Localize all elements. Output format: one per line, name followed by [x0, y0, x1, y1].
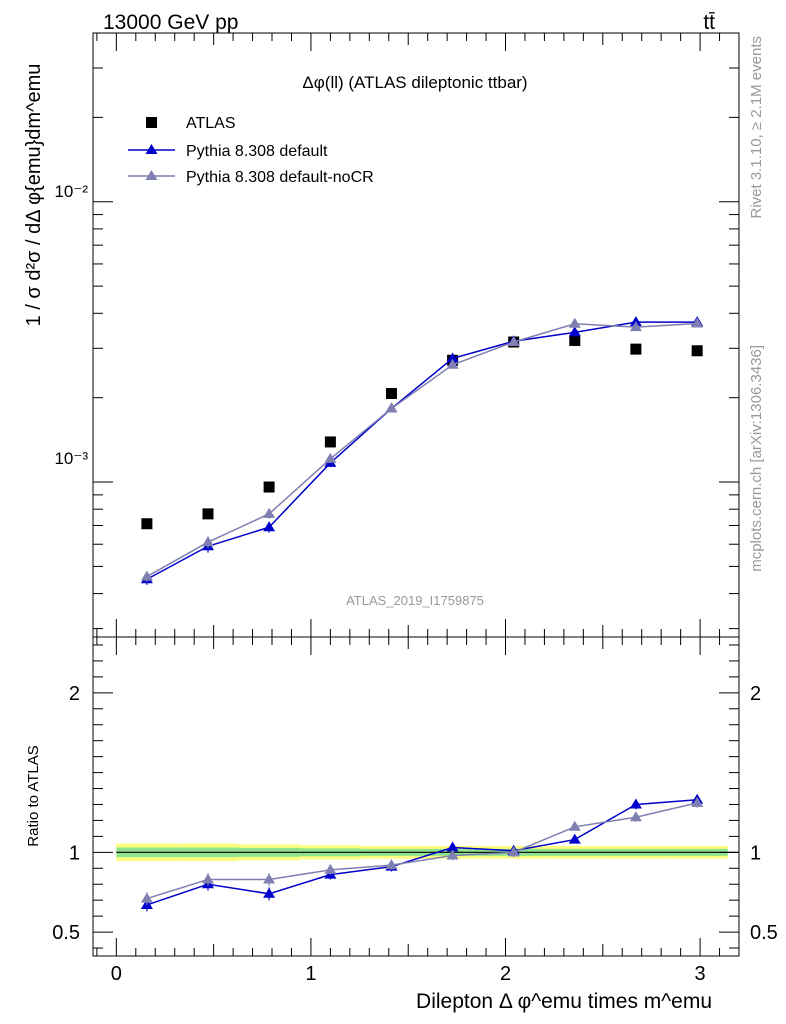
ratio-frame	[92, 636, 740, 957]
data-point	[691, 317, 704, 328]
data-point	[141, 518, 153, 530]
ratio-axis-ticks: 0.5 0.5 1 1 2 2 0 1 2 3	[52, 637, 778, 985]
data-point	[140, 570, 153, 581]
ratio-data-point	[263, 873, 276, 884]
process-label: tt̄	[703, 11, 715, 34]
data-point	[568, 326, 581, 337]
data-point	[691, 345, 703, 357]
data-point	[263, 507, 276, 518]
legend-label-atlas: ATLAS	[186, 115, 236, 132]
x-tick-label: 0	[111, 963, 122, 985]
plot-title: Δφ(ll) (ATLAS dileptonic ttbar)	[302, 73, 527, 92]
ratio-y-tick-label: 1	[69, 842, 80, 864]
series-line	[146, 322, 698, 578]
legend-label-default: Pythia 8.308 default	[186, 143, 328, 160]
data-point	[263, 481, 275, 493]
main-series-layer	[140, 316, 704, 585]
mcplots-label: mcplots.cern.ch [arXiv:1306.3436]	[748, 345, 765, 572]
ratio-data-point	[446, 841, 459, 852]
ratio-data-point	[140, 892, 153, 903]
ratio-data-point	[507, 846, 520, 857]
data-point	[202, 508, 214, 520]
ratio-data-point	[263, 887, 276, 898]
x-tick-label: 2	[500, 963, 511, 985]
ratio-y-tick-label: 1	[750, 842, 761, 864]
ratio-y-tick-label: 0.5	[750, 922, 778, 944]
data-point	[507, 335, 520, 346]
data-point	[263, 521, 276, 532]
data-point	[385, 387, 397, 399]
analysis-watermark: ATLAS_2019_I1759875	[346, 593, 484, 608]
ratio-data-point	[385, 859, 398, 870]
ratio-data-point	[568, 833, 581, 844]
legend-marker-default	[145, 144, 158, 154]
rivet-label: Rivet 3.1.10, ≥ 2.1M events	[748, 36, 765, 219]
y-tick-label: 10⁻³	[54, 449, 88, 468]
data-point	[629, 316, 642, 327]
data-point	[446, 352, 459, 363]
ratio-plot-panel: 0.5 0.5 1 1 2 2 0 1 2 3 Ratio to ATLAS Dilepton Δ…	[25, 636, 778, 1013]
data-point	[385, 402, 398, 413]
ratio-data-point	[446, 849, 459, 860]
data-point	[630, 343, 642, 355]
series-line	[146, 321, 698, 580]
data-point	[201, 536, 214, 547]
ratio-data-point	[201, 873, 214, 884]
data-point	[569, 334, 581, 346]
ratio-data-point	[629, 811, 642, 822]
x-tick-label: 3	[695, 963, 706, 985]
ratio-y-tick-label: 2	[69, 683, 80, 705]
x-axis-label: Dilepton Δ φ^emu times m^emu	[416, 990, 712, 1013]
main-y-axis-label: 1 / σ d²σ / dΔ φ{emu}dm^emu	[23, 64, 45, 327]
ratio-data-point	[568, 820, 581, 831]
ratio-series-line	[146, 802, 698, 900]
legend-label-nocr: Pythia 8.308 default-noCR	[186, 169, 374, 186]
ratio-series-layer	[140, 793, 704, 912]
ratio-data-point	[691, 796, 704, 807]
main-plot-panel: Δφ(ll) (ATLAS dileptonic ttbar) ATLAS_20…	[23, 32, 740, 638]
energy-label: 13000 GeV pp	[103, 11, 238, 34]
data-point	[568, 317, 581, 328]
data-point	[324, 452, 337, 463]
ratio-y-axis-label: Ratio to ATLAS	[25, 745, 42, 846]
ratio-uncertainty-band	[116, 843, 739, 862]
ratio-data-point	[629, 798, 642, 809]
legend-marker-nocr	[145, 170, 158, 180]
main-axis-ticks	[93, 32, 739, 637]
ratio-data-point	[324, 863, 337, 874]
legend: ATLAS Pythia 8.308 default Pythia 8.308 …	[128, 115, 374, 186]
legend-marker-atlas	[146, 117, 157, 128]
data-point	[629, 321, 642, 332]
y-tick-label: 10⁻²	[54, 182, 88, 201]
data-point	[324, 436, 336, 448]
ratio-y-tick-label: 2	[750, 683, 761, 705]
ratio-y-tick-label: 0.5	[52, 922, 80, 944]
data-point	[446, 358, 459, 369]
x-tick-label: 1	[305, 963, 316, 985]
